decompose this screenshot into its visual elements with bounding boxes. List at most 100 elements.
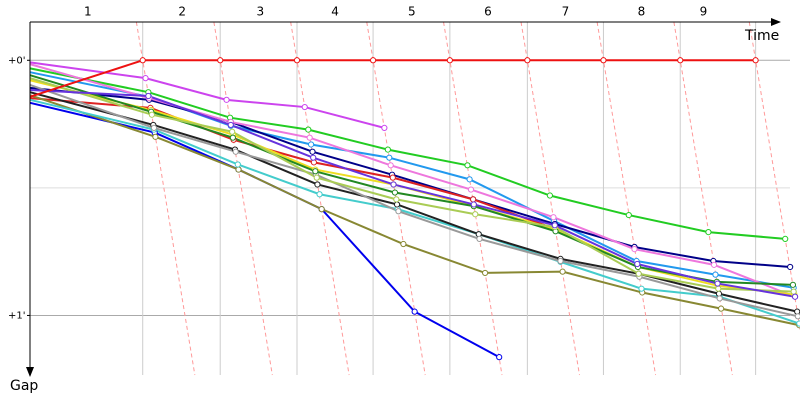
data-point [476, 235, 483, 243]
data-point [393, 196, 400, 203]
data-point [631, 246, 638, 253]
data-point [638, 285, 645, 292]
data-point [309, 148, 316, 155]
data-point [600, 57, 607, 64]
lap-crossing-line [213, 21, 273, 376]
data-point [389, 174, 396, 181]
data-point [635, 270, 642, 277]
data-point [314, 181, 321, 188]
data-point [472, 211, 479, 218]
data-point [470, 196, 477, 203]
data-point [139, 57, 146, 64]
data-point [715, 285, 722, 292]
data-point [301, 103, 308, 111]
data-point [752, 57, 759, 64]
data-point [716, 295, 723, 302]
lap-crossing-line [290, 21, 350, 376]
x-axis-label: Time [744, 28, 779, 44]
data-point [395, 208, 402, 215]
lap-crossing-line [596, 21, 657, 376]
series-line [29, 101, 500, 359]
data-point [318, 206, 325, 213]
data-point [634, 260, 641, 268]
y-tick-label: +0' [8, 55, 26, 66]
data-point [794, 313, 800, 320]
x-tick-label: 8 [638, 5, 646, 19]
series-line [29, 67, 786, 240]
series-line [29, 94, 800, 327]
data-point [293, 57, 301, 64]
x-tick-label: 3 [257, 5, 265, 19]
data-point [481, 269, 489, 277]
series-line [29, 59, 756, 98]
x-tick-label: 5 [408, 5, 416, 19]
data-point [390, 181, 397, 188]
x-tick-label: 4 [331, 5, 339, 19]
x-tick-label: 1 [84, 5, 92, 19]
data-point [381, 124, 388, 132]
data-point [496, 354, 503, 361]
data-point [625, 211, 632, 219]
data-point [316, 191, 323, 198]
data-point [787, 263, 794, 271]
data-point [307, 141, 315, 148]
data-point [152, 133, 159, 140]
data-point [150, 124, 158, 132]
data-point [391, 189, 399, 196]
data-point [550, 214, 557, 221]
y-tick-label: +1' [8, 310, 26, 321]
data-point [148, 111, 155, 118]
series-line [29, 89, 796, 298]
data-point [145, 92, 152, 100]
lap-crossing-line [748, 21, 800, 332]
data-point [313, 174, 320, 181]
y-axis-label: Gap [10, 378, 38, 394]
data-point [789, 281, 797, 288]
lap-crossing-line [135, 21, 196, 376]
data-point [467, 186, 475, 193]
data-point [232, 148, 239, 155]
data-point [227, 121, 234, 129]
series-line [29, 77, 794, 293]
x-tick-label: 6 [484, 5, 492, 19]
data-point [466, 176, 473, 183]
data-point [470, 201, 477, 208]
x-tick-label: 7 [562, 5, 570, 19]
data-point [229, 128, 236, 135]
data-point [790, 288, 797, 295]
series-lines [29, 57, 800, 361]
data-point [387, 162, 394, 169]
data-point [551, 222, 558, 229]
data-point [217, 57, 224, 64]
data-point [310, 154, 317, 161]
data-point [559, 268, 566, 275]
data-point [312, 168, 319, 175]
data-point [400, 240, 407, 248]
data-point [782, 235, 789, 243]
data-point [223, 96, 230, 103]
series-line [29, 91, 798, 313]
data-point [557, 257, 564, 265]
data-point [234, 161, 241, 168]
data-point [142, 75, 149, 82]
data-point [384, 146, 391, 153]
data-point [796, 320, 800, 327]
data-point [705, 228, 712, 236]
data-point [677, 57, 684, 64]
data-point [710, 261, 718, 268]
series-line [29, 86, 791, 268]
x-tick-label: 9 [700, 5, 708, 19]
data-point [235, 166, 242, 173]
data-point [717, 305, 725, 312]
data-point [714, 280, 721, 287]
data-point [229, 134, 236, 141]
data-point [446, 57, 453, 64]
data-point [712, 271, 719, 278]
data-point [393, 201, 401, 208]
data-point [305, 126, 312, 133]
data-point [306, 134, 313, 141]
data-point [369, 57, 377, 64]
lap-crossing-line [673, 21, 733, 376]
data-point [464, 162, 471, 169]
